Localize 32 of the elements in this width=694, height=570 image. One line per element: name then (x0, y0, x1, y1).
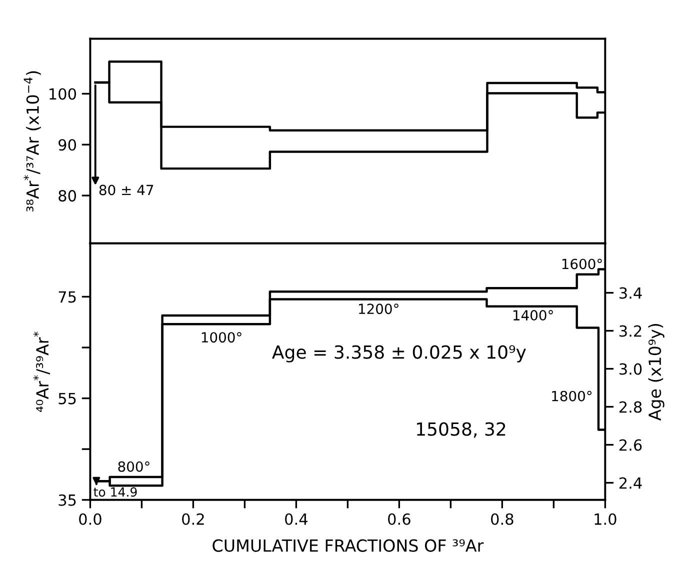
annotation: 1200° (358, 304, 398, 314)
x-tick-label: 0.8 (491, 513, 514, 525)
x-tick-label: 0.4 (285, 513, 308, 525)
y2-tick-label: 3.2 (620, 325, 642, 337)
annotation: Age = 3.358 ± 0.025 x 10⁹y (272, 345, 526, 362)
annotation: 1400° (513, 310, 553, 321)
annotation: 15058, 32 (417, 422, 506, 438)
annotation: 1000° (202, 332, 242, 343)
annotation: 1600° (562, 258, 602, 270)
annotation: 80 ± 47 (99, 184, 154, 196)
y-axis-title: ⁴⁰Ar$^{*}$/³⁹Ar$^{*}$ (33, 332, 50, 412)
y2-tick-label: 3.4 (620, 287, 642, 299)
y2-tick-label: 2.8 (619, 401, 642, 413)
annotation: to 14.9 (94, 487, 137, 497)
y2-axis-title: Age (x10⁹y) (648, 324, 664, 421)
y2-tick-label: 3.0 (620, 363, 642, 375)
y-tick-label: 90 (58, 139, 76, 151)
y-tick-label: 75 (58, 291, 76, 303)
x-tick-label: 1.0 (594, 513, 616, 525)
x-tick-label: 0.0 (79, 513, 102, 525)
annotation: 1800° (552, 390, 592, 402)
y-tick-label: 100 (50, 88, 76, 100)
x-axis-title: CUMULATIVE FRACTIONS OF ³⁹Ar (212, 539, 484, 552)
y-tick-label: 55 (58, 392, 76, 404)
annotation: 800° (118, 461, 150, 472)
x-tick-label: 0.6 (388, 513, 410, 525)
y2-tick-label: 2.6 (619, 439, 642, 451)
y2-tick-label: 2.4 (619, 477, 642, 489)
x-tick-label: 0.2 (182, 513, 204, 525)
y-axis-title: ³⁸Ar$^{*}$/³⁷Ar (x10$^{−4}$) (24, 71, 41, 212)
y-tick-label: 80 (58, 190, 76, 202)
y-tick-label: 35 (58, 494, 76, 506)
